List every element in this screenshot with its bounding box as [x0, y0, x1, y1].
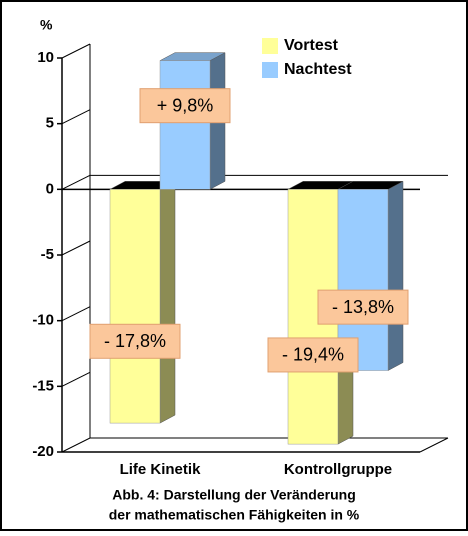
y-tick-label: 5 — [46, 115, 54, 132]
x-tick-label: Life Kinetik — [120, 461, 202, 478]
legend-label: Nachtest — [284, 61, 352, 78]
grid-line — [61, 43, 91, 59]
y-tick-label: 10 — [37, 49, 54, 66]
value-label-box — [317, 289, 409, 325]
y-axis-label: % — [40, 17, 53, 33]
y-tick-label: -15 — [32, 377, 54, 394]
x-tick-label: Kontrollgruppe — [284, 461, 392, 478]
grid-line — [61, 306, 91, 322]
legend-swatch — [262, 62, 278, 78]
value-label: - 17,8% — [104, 331, 166, 351]
value-label: - 13,8% — [332, 297, 394, 317]
bar — [159, 60, 211, 190]
y-tick-label: -20 — [32, 443, 54, 460]
y-tick-label: 0 — [46, 180, 54, 197]
bar — [109, 189, 161, 424]
bar-side — [159, 180, 176, 424]
y-tick-label: -5 — [41, 246, 54, 263]
legend-swatch — [262, 38, 278, 54]
value-label-box — [139, 88, 231, 124]
bar-side — [387, 180, 404, 371]
grid-line — [61, 240, 91, 256]
legend-label: Vortest — [284, 37, 339, 54]
value-label-box — [267, 337, 359, 373]
value-label: + 9,8% — [157, 95, 214, 115]
y-tick-label: -10 — [32, 312, 54, 329]
grid-line — [61, 371, 91, 387]
floor-line — [419, 437, 449, 453]
grid-line — [61, 174, 91, 190]
caption: Abb. 4: Darstellung der Veränderung — [112, 487, 356, 503]
value-label: - 19,4% — [282, 345, 344, 365]
grid-line — [61, 109, 91, 125]
caption: der mathematischen Fähigkeiten in % — [109, 507, 360, 523]
value-label-box — [89, 323, 181, 359]
grid-line — [61, 437, 91, 453]
